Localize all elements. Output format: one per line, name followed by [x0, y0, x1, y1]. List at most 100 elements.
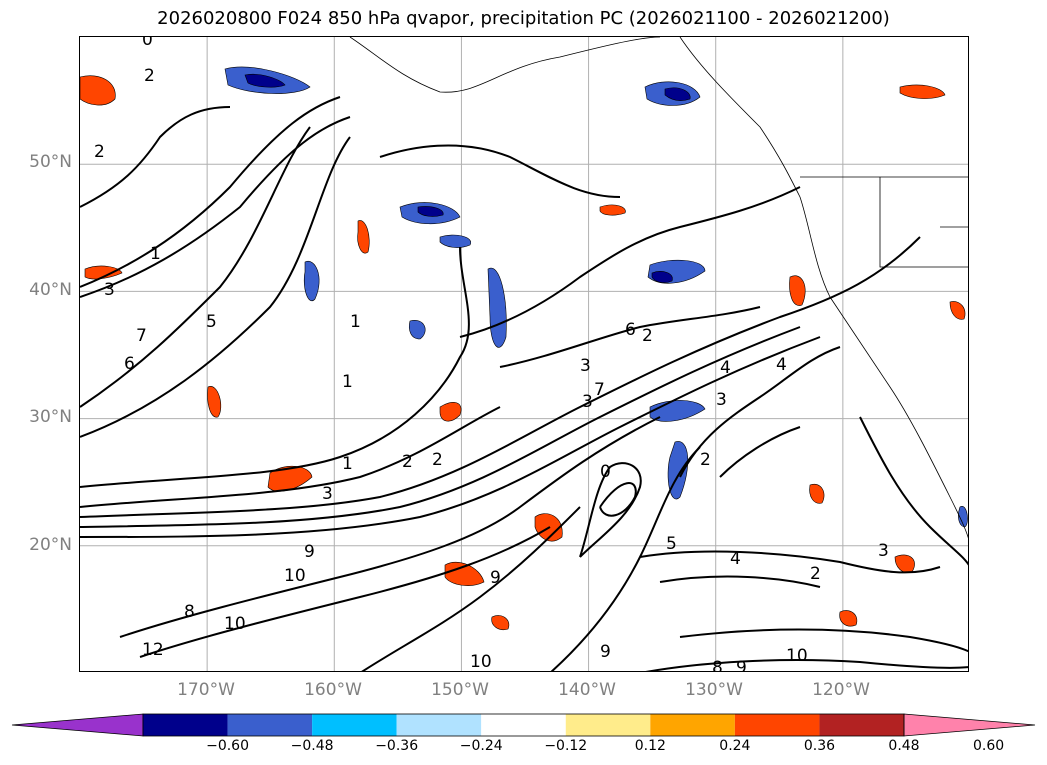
colorbar-tick-label: −0.48: [290, 738, 334, 754]
shade-orange-patch: [84, 265, 123, 280]
graticule: [80, 37, 968, 671]
shade-orange-patch: [949, 301, 966, 320]
shade-darkblue-patch: [417, 206, 444, 217]
contour-label: 9: [304, 542, 315, 562]
coastlines: [349, 37, 968, 539]
contour-label: 4: [720, 358, 731, 378]
contour-label: 3: [104, 280, 115, 300]
colorbar: [11, 713, 1036, 737]
contour-label: 2: [432, 450, 443, 470]
shade-blue-patch: [303, 260, 320, 302]
contour-label: 2: [700, 450, 711, 470]
shade-orange-patch: [207, 386, 222, 418]
shade-blue-patch: [409, 320, 426, 340]
contour-label: 3: [878, 541, 889, 561]
shade-orange-patch: [899, 84, 946, 99]
colorbar-cell: [312, 714, 397, 736]
contour-label: 10: [224, 614, 246, 634]
contour-label: 1: [342, 372, 353, 392]
contour-label: 3: [582, 392, 593, 412]
colorbar-cell: [143, 714, 228, 736]
colorbar-tick-label: 0.36: [803, 738, 836, 754]
precipitation-shading: [80, 66, 968, 630]
contour-label: 6: [625, 320, 636, 340]
colorbar-tick-label: 0.60: [972, 738, 1005, 754]
contour-label: 9: [490, 568, 501, 588]
shade-orange-patch: [80, 75, 116, 106]
colorbar-frame: [142, 713, 905, 737]
colorbar-tick-label: 0.12: [634, 738, 666, 754]
shade-orange-patch: [809, 483, 825, 504]
lon-label-140w: 140°W: [558, 680, 616, 700]
lon-label-120w: 120°W: [812, 680, 870, 700]
shade-orange-patch: [599, 204, 626, 216]
colorbar-cell: [481, 714, 566, 736]
colorbar-tick-label: 0.48: [888, 738, 920, 754]
contour-label: 10: [786, 646, 808, 666]
colorbar-extend-max: [903, 713, 1036, 737]
contour-label: 7: [136, 326, 147, 346]
colorbar-cell: [734, 714, 820, 736]
contour-label: 12: [142, 640, 164, 660]
lat-label-50n: 50°N: [29, 152, 72, 172]
shade-orange-patch: [267, 465, 313, 492]
lat-label-30n: 30°N: [29, 407, 72, 427]
shade-orange-patch: [894, 554, 915, 573]
colorbar-extend-min: [11, 713, 144, 737]
colorbar-cells: [11, 713, 1036, 737]
contour-label: 2: [144, 66, 155, 86]
contour-label: 2: [402, 452, 413, 472]
colorbar-cell: [565, 714, 651, 736]
lon-label-170w: 170°W: [177, 680, 235, 700]
colorbar-cell: [819, 714, 904, 736]
shade-orange-patch: [357, 220, 370, 254]
contour-label: 2: [642, 326, 653, 346]
contour-label: 2: [94, 142, 105, 162]
contour-label: 6: [124, 354, 135, 374]
colorbar-cell: [396, 714, 482, 736]
contour-label: 4: [730, 549, 741, 569]
contour-label: 10: [470, 652, 492, 672]
lon-label-160w: 160°W: [304, 680, 362, 700]
qvapor-contours: [80, 96, 968, 671]
shade-orange-patch: [439, 402, 462, 422]
colorbar-tick-label: 0.24: [719, 738, 751, 754]
contour-label: 0: [142, 37, 153, 50]
colorbar-cell: [650, 714, 735, 736]
lat-label-20n: 20°N: [29, 535, 72, 555]
shade-orange-patch: [839, 610, 858, 627]
contour-label: 4: [776, 355, 787, 375]
contour-label: 9: [736, 658, 747, 672]
colorbar-tick-label: −0.60: [206, 738, 249, 754]
lat-label-40n: 40°N: [29, 280, 72, 300]
shade-orange-patch: [444, 561, 485, 586]
contour-label: 7: [594, 380, 605, 400]
contour-label: 2: [810, 564, 821, 584]
colorbar-cell: [227, 714, 313, 736]
colorbar-tick-label: −0.24: [459, 738, 503, 754]
contour-label: 8: [712, 658, 723, 672]
shade-blue-patch: [439, 234, 472, 248]
contour-label: 10: [284, 566, 306, 586]
contour-label: 5: [666, 534, 677, 554]
map-panel[interactable]: 0 2 2 1 3 5 7 6 1 1 2 1 2 3 7 4 3 2 4 3 2 9 10 8 10 12 9 10 9 8 10 9 2 3 3…: [79, 36, 969, 672]
shade-orange-patch: [789, 275, 806, 306]
lon-label-150w: 150°W: [431, 680, 489, 700]
contour-label: 3: [580, 356, 591, 376]
contour-label: 9: [600, 642, 611, 662]
colorbar-tick-label: −0.36: [375, 738, 419, 754]
contour-label: 1: [150, 244, 161, 264]
lon-label-130w: 130°W: [685, 680, 743, 700]
shade-darkblue-patch: [651, 271, 673, 283]
contour-label: 8: [184, 602, 195, 622]
shade-darkblue-patch: [244, 74, 286, 88]
colorbar-tick-label: −0.12: [544, 738, 588, 754]
contour-label: 1: [350, 312, 361, 332]
map-title: 2026020800 F024 850 hPa qvapor, precipit…: [157, 8, 890, 29]
contour-label: 0: [600, 462, 611, 482]
contour-label: 5: [206, 312, 217, 332]
shade-blue-patch: [487, 267, 507, 348]
shade-orange-patch: [491, 615, 510, 630]
